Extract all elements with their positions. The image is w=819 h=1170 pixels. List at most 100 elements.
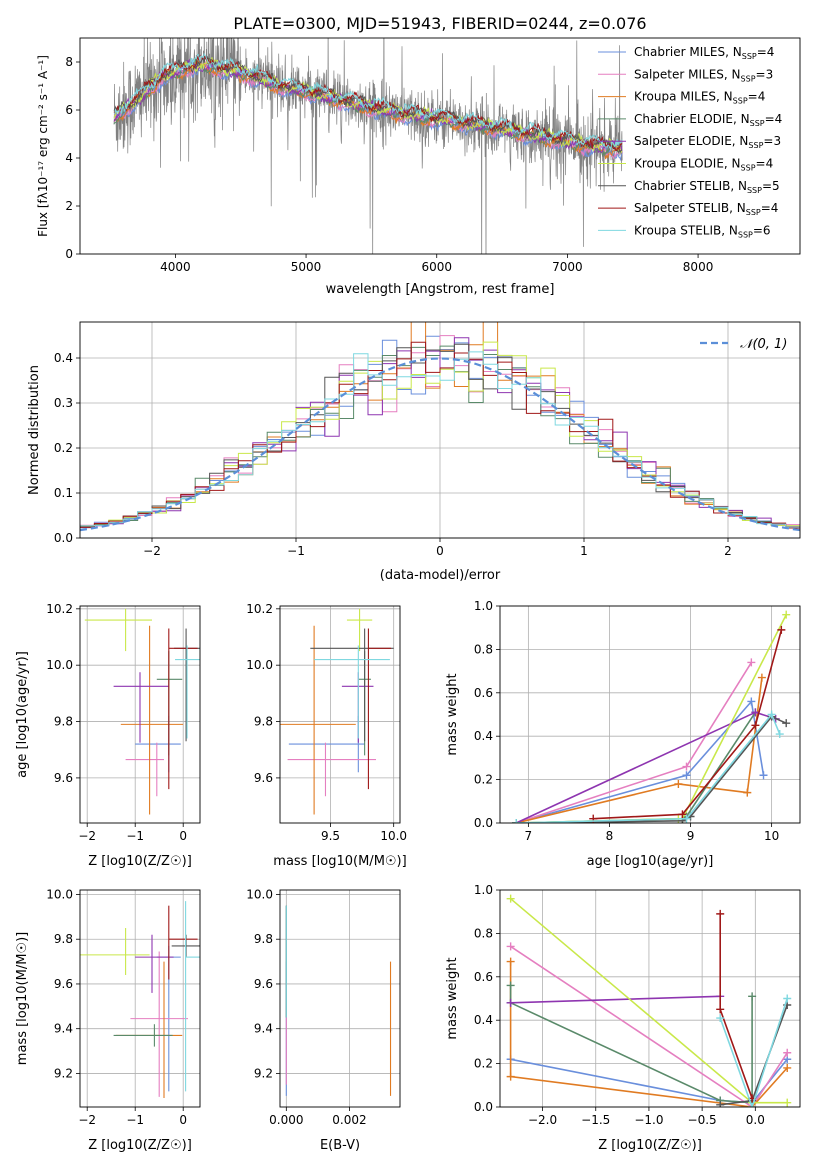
axes-frame [79,321,801,539]
histogram-series [80,341,800,529]
y-tick-label: 0.2 [474,773,493,787]
legend-label: Chabrier MILES, N [634,45,742,59]
x-tick-label: 8 [606,829,614,843]
legend-suffix: =3 [756,67,774,81]
weight-marker [777,625,786,634]
y-tick-label: 2 [65,199,73,213]
legend-sub: SSP [748,141,763,150]
y-tick-label: 10.2 [46,602,73,616]
model-line [113,57,623,154]
y-tick-label: 6 [65,103,73,117]
weight-marker [512,819,521,823]
weight-line [719,998,788,1107]
x-tick-label: 0 [179,829,187,843]
x-tick-label: 9 [687,829,695,843]
errorbar-point [116,961,183,1099]
x-tick-label: −0.5 [688,1113,717,1127]
y-tick-label: 0.6 [474,970,493,984]
y-tick-label: 9.6 [254,771,273,785]
y-tick-label: 0.4 [474,1013,493,1027]
y-tick-label: 0.1 [54,486,73,500]
weight-marker [682,771,691,780]
mass-weight-vs-metallicity-panel: −2.0 −1.5 −1.0 −0.5 0.0 0.0 0.2 0.4 0.6 0.8 1.0 Z [… [445,883,801,1153]
age-vs-mass-panel: 9.5 10.0 9.6 9.8 10.0 10.2 mass [log10(M/M☉)] [246,602,407,869]
x-tick-label: 10.0 [380,829,407,843]
weight-line [516,715,787,823]
x-axis-label: Z [log10(Z/Z☉)] [88,854,192,869]
weight-line [516,712,781,823]
legend-sub: SSP [741,74,756,83]
errorbar-point [168,628,198,790]
errorbar-point [135,934,174,993]
y-tick-label: 9.8 [54,715,73,729]
legend-sub: SSP [742,52,757,61]
y-tick-label: 9.4 [254,1022,273,1036]
legend-suffix: =3 [763,134,781,148]
errorbar-point [125,742,164,797]
x-tick-label: −1 [126,829,144,843]
legend-entry: Chabrier MILES, NSSP=4 [634,45,774,61]
x-tick-label: −2 [78,1113,96,1127]
histogram-series [80,343,800,528]
weight-marker [506,981,515,990]
x-axis-label: wavelength [Angstrom, rest frame] [326,282,555,297]
legend-sub: SSP [747,186,762,195]
legend-suffix: =4 [761,201,779,215]
legend-suffix: =4 [757,45,775,59]
x-tick-label: −2 [78,829,96,843]
weight-marker [716,1014,725,1023]
x-tick-label: 8000 [683,260,714,274]
x-axis-label: mass [log10(M/M☉)] [273,854,406,869]
y-tick-label: 9.8 [254,715,273,729]
weight-line [509,961,788,1107]
y-tick-label: 10.0 [246,887,273,901]
y-tick-label: 1.0 [474,883,493,897]
y-tick-label: 0 [65,247,73,261]
x-tick-label: 5000 [291,260,322,274]
y-tick-label: 0.0 [474,1100,493,1114]
y-tick-label: 0.8 [474,926,493,940]
weight-marker [506,957,515,966]
normal-curve [80,357,800,532]
y-tick-label: 10.0 [46,658,73,672]
legend-suffix: =4 [748,90,766,104]
x-tick-label: 7000 [552,260,583,274]
weight-marker [783,1063,792,1072]
legend-label: Chabrier STELIB, N [634,179,747,193]
y-tick-label: 0.2 [474,1057,493,1071]
legend-entry: 𝒩(0, 1) [740,337,787,352]
x-tick-label: −2 [143,544,161,558]
errorbar-point [113,1024,173,1047]
weight-series [716,909,757,1103]
weight-line [719,913,753,1099]
y-axis-label: mass weight [445,957,460,1039]
errorbar-point [367,628,392,790]
weight-series [589,625,786,823]
legend-label: Salpeter ELODIE, N [634,134,748,148]
errorbar-point [314,645,390,739]
y-tick-label: 9.2 [254,1066,273,1080]
weight-marker [747,697,756,706]
y-tick-label: 8 [65,55,73,69]
x-axis-label: Z [log10(Z/Z☉)] [88,1138,192,1153]
errorbar-point [120,625,184,815]
histogram-series [80,351,800,528]
legend-entry: Kroupa ELODIE, NSSP=4 [634,157,773,173]
spectrum-panel: 4000 5000 6000 7000 8000 0 2 4 6 8 wavelength [Ang… [36,37,801,297]
y-tick-label: 0.4 [54,351,73,365]
weight-marker [751,708,760,717]
x-tick-label: 9.5 [321,829,340,843]
errorbar-point [130,951,188,1097]
weight-marker [743,788,752,797]
errorbar-point [80,928,150,976]
weight-marker [757,673,766,682]
axes-frame [499,605,801,824]
weight-marker [716,1005,725,1014]
weight-series [512,658,756,823]
legend-suffix: =6 [753,223,771,237]
legend-entry: Chabrier ELODIE, NSSP=4 [634,112,782,128]
y-tick-label: 0.2 [54,441,73,455]
age-vs-metallicity-panel: −2 −1 0 9.6 9.8 10.0 10.2 Z [log10(Z/Z☉)] age [l… [15,602,201,869]
x-tick-label: 7 [525,829,533,843]
